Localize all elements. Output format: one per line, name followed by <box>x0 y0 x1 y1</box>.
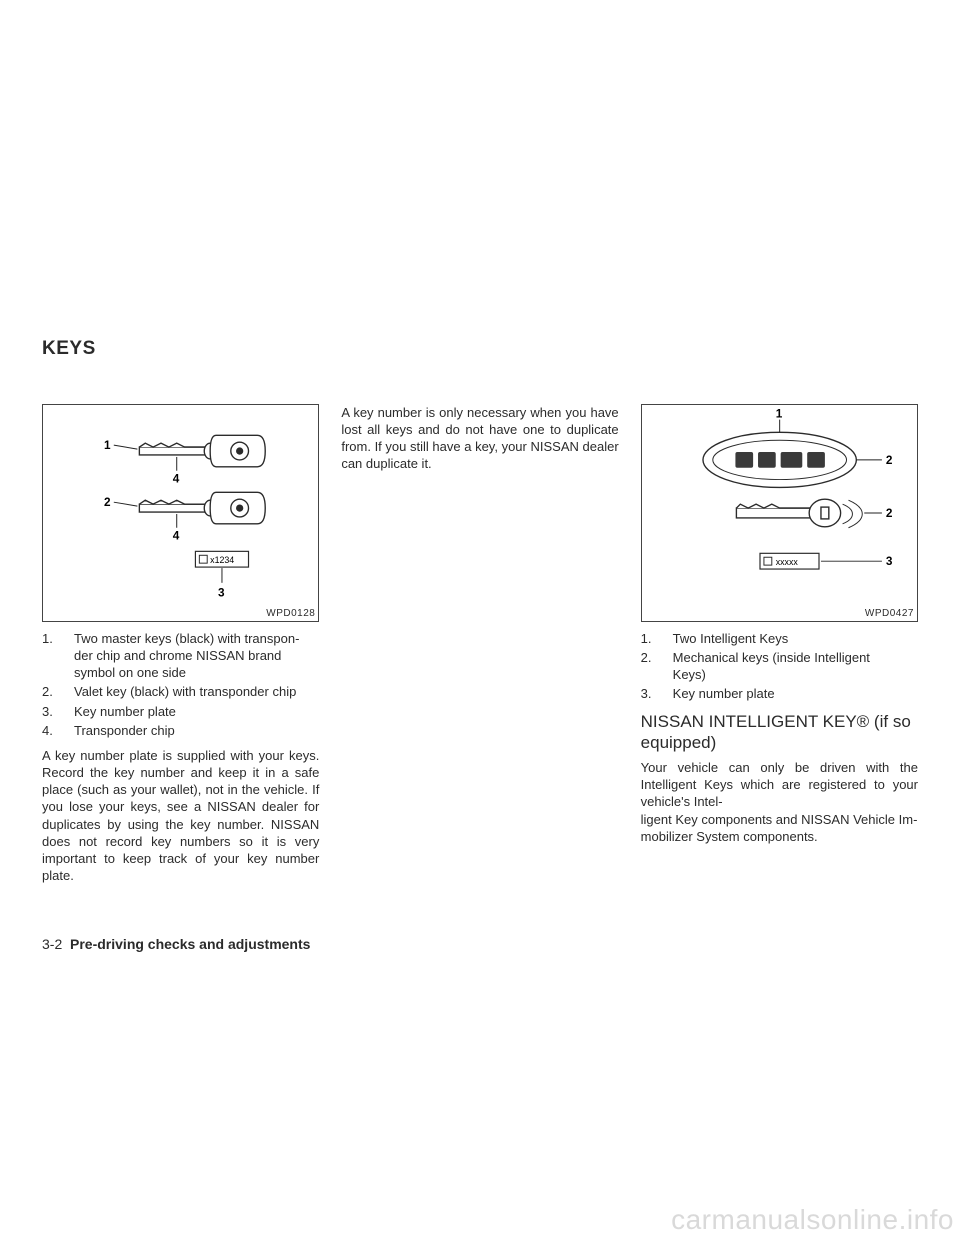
figure-caption-right: WPD0427 <box>865 607 914 620</box>
column-right: 1 2 2 <box>641 404 918 890</box>
intelligent-key-heading: NISSAN INTELLIGENT KEY® (if so equipped) <box>641 711 918 754</box>
keys-diagram: 1 4 2 4 <box>43 405 318 621</box>
watermark: carmanualsonline.info <box>671 1204 954 1236</box>
intelligent-key-diagram: 1 2 2 <box>642 405 917 621</box>
plate-text-right: xxxxx <box>775 557 798 567</box>
section-title: KEYS <box>42 338 918 360</box>
callout-r2b: 2 <box>886 507 893 520</box>
page-number: 3-2 <box>42 936 62 952</box>
left-callout-list: 1.Two master keys (black) with transpon-… <box>42 630 319 739</box>
list-item: 2.Valet key (black) with transponder chi… <box>42 683 319 700</box>
list-item: 3.Key number plate <box>641 685 918 702</box>
right-callout-list: 1.Two Intelligent Keys 2.Mechanical keys… <box>641 630 918 703</box>
callout-2: 2 <box>104 496 111 509</box>
list-item: 4.Transponder chip <box>42 722 319 739</box>
list-item: 3.Key number plate <box>42 703 319 720</box>
figure-caption-left: WPD0128 <box>266 607 315 620</box>
page-footer: 3-2 Pre-driving checks and adjustments <box>42 936 310 952</box>
list-item: 1.Two Intelligent Keys <box>641 630 918 647</box>
plate-text-left: x1234 <box>210 555 234 565</box>
callout-3: 3 <box>218 587 225 600</box>
mid-paragraph: A key number is only necessary when you … <box>341 404 618 473</box>
list-item: 1.Two master keys (black) with transpon-… <box>42 630 319 681</box>
figure-keys: 1 4 2 4 <box>42 404 319 622</box>
callout-r2a: 2 <box>886 454 893 467</box>
left-paragraph: A key number plate is supplied with your… <box>42 747 319 884</box>
page-title: Pre-driving checks and adjustments <box>70 936 310 952</box>
figure-intelligent-key: 1 2 2 <box>641 404 918 622</box>
callout-4b: 4 <box>173 530 180 543</box>
callout-r3: 3 <box>886 555 893 568</box>
callout-4a: 4 <box>173 473 180 486</box>
right-paragraph: Your vehicle can only be driven with the… <box>641 759 918 845</box>
column-left: 1 4 2 4 <box>42 404 319 890</box>
callout-1: 1 <box>104 439 111 452</box>
column-middle: A key number is only necessary when you … <box>341 404 618 890</box>
callout-r1: 1 <box>775 408 782 421</box>
list-item: 2.Mechanical keys (inside Intelligent Ke… <box>641 649 918 683</box>
